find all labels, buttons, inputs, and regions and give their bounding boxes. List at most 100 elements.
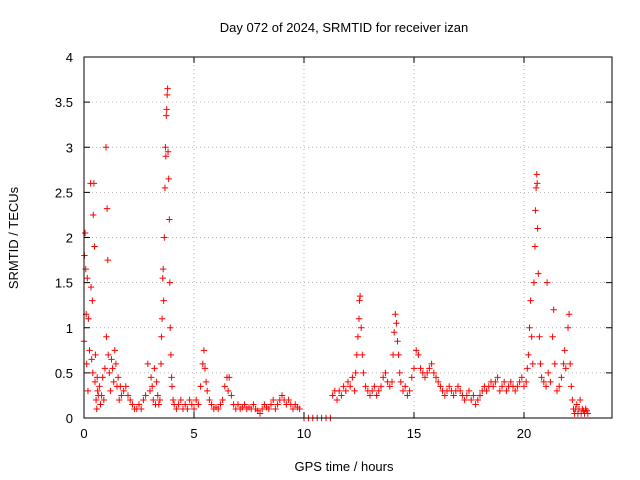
data-point <box>534 225 541 232</box>
data-point <box>496 387 503 395</box>
x-tick-label: 5 <box>190 426 197 441</box>
data-point <box>159 274 166 282</box>
data-point <box>217 401 224 408</box>
data-point <box>90 180 98 187</box>
data-point <box>122 383 129 390</box>
data-point <box>351 387 358 395</box>
data-point <box>421 374 429 381</box>
data-point <box>373 392 380 399</box>
data-point <box>430 369 437 377</box>
data-point <box>184 405 191 413</box>
data-point <box>200 347 208 354</box>
y-tick-label: 4 <box>66 50 73 65</box>
data-point <box>267 401 275 408</box>
data-point <box>359 351 366 359</box>
data-point <box>413 347 420 354</box>
data-point <box>107 387 114 395</box>
data-point <box>202 378 210 386</box>
data-point <box>389 351 397 359</box>
data-point <box>87 283 95 291</box>
data-point <box>195 401 202 408</box>
data-point <box>340 383 347 390</box>
data-point <box>155 401 162 408</box>
data-point <box>380 374 387 381</box>
data-point <box>175 401 182 408</box>
data-point <box>165 175 172 183</box>
data-point <box>91 243 98 250</box>
y-tick-label: 2 <box>66 231 73 246</box>
data-point <box>535 270 542 277</box>
data-point <box>556 383 563 390</box>
data-point <box>162 144 169 151</box>
data-point <box>360 369 367 377</box>
data-point <box>91 378 99 386</box>
data-point <box>457 387 464 395</box>
data-point <box>160 265 167 273</box>
data-point <box>540 378 547 386</box>
data-point <box>193 396 200 404</box>
data-point <box>562 365 569 372</box>
y-tick-label: 0.5 <box>55 366 73 381</box>
data-point <box>545 369 552 377</box>
data-point <box>454 383 462 390</box>
data-point <box>551 360 558 368</box>
data-point <box>450 392 457 399</box>
data-point <box>532 184 540 192</box>
data-point <box>138 405 145 413</box>
data-point <box>476 392 484 399</box>
data-point <box>397 378 404 386</box>
data-point <box>428 360 435 368</box>
data-point <box>129 401 136 408</box>
data-point <box>166 279 173 286</box>
data-point <box>520 383 528 390</box>
data-point <box>127 396 134 404</box>
data-point <box>83 360 90 368</box>
data-point <box>426 365 433 372</box>
data-point <box>104 256 111 264</box>
data-point <box>388 378 396 386</box>
data-point <box>503 387 510 395</box>
data-point <box>352 369 359 377</box>
data-point <box>532 207 539 214</box>
data-point <box>111 347 118 354</box>
data-point <box>483 387 490 395</box>
data-point <box>507 378 514 386</box>
data-point <box>531 243 539 250</box>
data-point <box>393 320 400 327</box>
x-tick-label: 10 <box>297 426 311 441</box>
data-point <box>402 383 409 390</box>
data-point <box>461 396 468 404</box>
chart-title: Day 072 of 2024, SRMTID for receiver iza… <box>220 20 469 35</box>
data-point <box>547 378 554 386</box>
data-point <box>140 396 147 404</box>
y-axis-label: SRMTID / TECUs <box>6 186 21 289</box>
data-point <box>525 351 532 359</box>
data-point <box>375 387 382 395</box>
data-point <box>404 392 411 399</box>
data-point <box>526 324 533 331</box>
data-point <box>162 153 170 160</box>
data-point <box>94 374 101 381</box>
data-point <box>199 360 206 368</box>
data-point <box>347 383 354 390</box>
data-point <box>338 392 345 399</box>
data-point <box>468 396 475 404</box>
data-point <box>465 387 473 395</box>
tick-labels: 0 0.5 1 1.5 2 2.5 3 3.5 4 0 5 10 15 20 <box>55 50 531 441</box>
data-point <box>342 387 349 395</box>
data-point <box>424 369 431 377</box>
data-point <box>94 387 101 395</box>
data-point <box>197 383 204 390</box>
data-point <box>550 306 557 313</box>
data-point <box>105 351 112 359</box>
data-point <box>386 383 393 390</box>
data-point <box>399 387 407 395</box>
data-point <box>534 180 541 187</box>
data-point <box>537 360 544 368</box>
data-point <box>536 333 543 340</box>
data-point <box>101 365 109 372</box>
data-point <box>102 144 110 151</box>
data-point <box>164 148 172 155</box>
data-point <box>168 374 175 381</box>
